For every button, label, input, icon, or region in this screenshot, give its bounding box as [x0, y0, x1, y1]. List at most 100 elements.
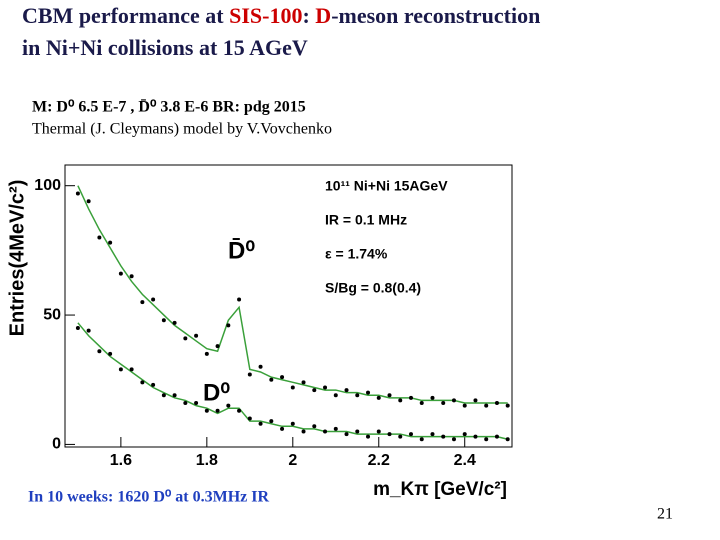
data-point [408, 395, 413, 400]
data-point [462, 403, 467, 408]
annotation: S/Bg = 0.8(0.4) [325, 280, 421, 296]
data-point [97, 349, 102, 354]
x-tick-label: 1.6 [110, 452, 132, 469]
data-point [97, 235, 102, 240]
data-point [129, 367, 134, 372]
data-point [344, 432, 349, 437]
x-tick-label: 2.2 [368, 452, 390, 469]
data-point [462, 432, 467, 437]
title-part: : [302, 3, 315, 28]
data-point [108, 351, 113, 356]
fit-line [77, 322, 508, 440]
data-point [408, 432, 413, 437]
data-point [301, 429, 306, 434]
data-point [505, 403, 510, 408]
annotation: ε = 1.74% [325, 246, 388, 262]
y-tick-label: 100 [34, 177, 61, 194]
data-point [441, 434, 446, 439]
data-point [161, 318, 166, 323]
page-number: 21 [657, 506, 673, 523]
data-point [366, 434, 371, 439]
data-point [494, 434, 499, 439]
data-point [215, 408, 220, 413]
data-point [172, 393, 177, 398]
data-point [430, 395, 435, 400]
title: CBM performance at SIS-100: D-meson reco… [22, 3, 540, 28]
data-point [290, 385, 295, 390]
x-axis-title: m_Kπ [GeV/c²] [373, 479, 507, 500]
data-point [183, 336, 188, 341]
data-point [140, 300, 145, 305]
data-point [398, 398, 403, 403]
data-point [204, 351, 209, 356]
data-point [226, 403, 231, 408]
data-point [376, 429, 381, 434]
data-point [451, 437, 456, 442]
title-part: D [315, 3, 331, 28]
data-point [333, 393, 338, 398]
data-point [280, 375, 285, 380]
data-point [151, 382, 156, 387]
data-point [118, 367, 123, 372]
data-point [484, 403, 489, 408]
data-point [269, 419, 274, 424]
peak-label: D⁰ [203, 379, 230, 406]
y-tick-label: 0 [52, 436, 61, 453]
data-point [484, 437, 489, 442]
x-tick-label: 2 [288, 452, 297, 469]
data-point [387, 432, 392, 437]
data-point [280, 426, 285, 431]
data-point [151, 297, 156, 302]
data-point [301, 380, 306, 385]
data-point [75, 325, 80, 330]
data-point [226, 323, 231, 328]
data-point [430, 432, 435, 437]
data-point [312, 424, 317, 429]
data-point [258, 421, 263, 426]
data-point [86, 328, 91, 333]
data-point [355, 429, 360, 434]
title-part: -meson reconstruction [331, 3, 540, 28]
data-point [473, 398, 478, 403]
data-point [75, 191, 80, 196]
info-line: M: D⁰ 6.5 E-7 , D̄⁰ 3.8 E-6 BR: pdg 2015 [32, 97, 306, 116]
data-point [183, 401, 188, 406]
plot-frame [64, 164, 513, 448]
data-point [333, 426, 338, 431]
data-point [161, 393, 166, 398]
data-point [376, 395, 381, 400]
data-point [172, 320, 177, 325]
data-point [387, 393, 392, 398]
data-point [355, 393, 360, 398]
peak-label: D̄⁰ [228, 237, 255, 264]
data-point [237, 297, 242, 302]
data-point [441, 401, 446, 406]
title-line: in Ni+Ni collisions at 15 AGeV [22, 35, 308, 60]
data-point [398, 434, 403, 439]
x-tick-label: 1.8 [196, 452, 218, 469]
data-point [258, 364, 263, 369]
data-point [473, 434, 478, 439]
data-point [323, 385, 328, 390]
data-point [237, 408, 242, 413]
data-point [118, 271, 123, 276]
data-point [129, 274, 134, 279]
data-point [194, 333, 199, 338]
data-point [323, 429, 328, 434]
data-point [194, 401, 199, 406]
note: In 10 weeks: 1620 D⁰ at 0.3MHz IR [28, 489, 270, 506]
data-point [494, 401, 499, 406]
data-point [247, 372, 252, 377]
data-point [312, 388, 317, 393]
data-point [419, 437, 424, 442]
data-point [204, 408, 209, 413]
annotation: IR = 0.1 MHz [325, 212, 407, 228]
x-tick-label: 2.4 [454, 452, 476, 469]
data-point [505, 437, 510, 442]
data-point [86, 199, 91, 204]
data-point [451, 398, 456, 403]
data-point [108, 240, 113, 245]
y-axis-title: Entries(4MeV/c²) [6, 180, 28, 337]
annotation: 10¹¹ Ni+Ni 15AGeV [325, 178, 448, 194]
